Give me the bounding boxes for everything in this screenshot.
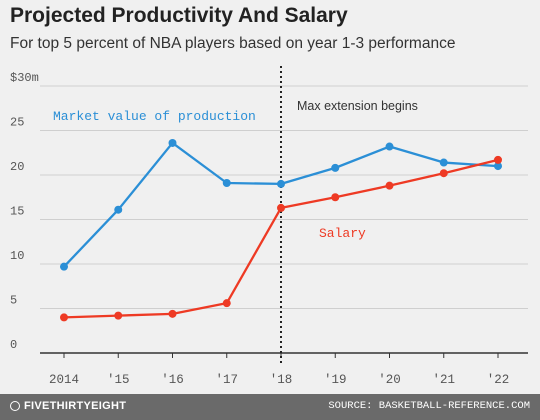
market-value-point — [331, 163, 340, 172]
y-tick-label: 10 — [10, 249, 24, 263]
salary-point — [331, 193, 340, 202]
market-value-point — [60, 262, 68, 271]
x-tick-label: 2014 — [49, 373, 79, 387]
x-tick-label: '17 — [215, 373, 238, 387]
footer-bar: FIVETHIRTYEIGHT SOURCE: BASKETBALL-REFER… — [0, 394, 540, 420]
source-note: SOURCE: BASKETBALL-REFERENCE.COM — [328, 400, 530, 412]
market-value-point — [385, 142, 394, 151]
salary-point — [60, 313, 68, 322]
x-tick-label: '21 — [432, 373, 455, 387]
x-axis-tick-labels: 2014 '15 '16 '17 '18 '19 '20 '21 '22 — [49, 373, 509, 387]
salary-point — [439, 169, 448, 178]
salary-point — [168, 309, 177, 318]
x-tick-label: '20 — [378, 373, 401, 387]
market-value-point — [114, 205, 123, 214]
line-chart: 0 5 10 15 20 25 $30m 2014 '15 '16 '17 '18 '19 '20 '21… — [10, 66, 528, 387]
chart-title: Projected Productivity And Salary — [10, 4, 348, 27]
market-value-point — [222, 179, 231, 188]
chart-subtitle: For top 5 percent of NBA players based o… — [10, 35, 456, 52]
brand-logo: FIVETHIRTYEIGHT — [10, 400, 126, 412]
grid-lines — [40, 85, 528, 358]
y-tick-label: 5 — [10, 294, 17, 308]
y-tick-label: 0 — [10, 338, 17, 352]
max-extension-annotation: Max extension begins — [297, 99, 418, 113]
x-tick-label: '16 — [161, 373, 184, 387]
y-tick-label: 15 — [10, 205, 24, 219]
y-tick-label: $30m — [10, 71, 39, 85]
salary-point — [222, 299, 231, 308]
salary-point — [494, 155, 502, 164]
x-tick-label: '18 — [270, 373, 293, 387]
series-label-salary: Salary — [319, 226, 366, 241]
market-value-point — [494, 162, 502, 171]
salary-point — [114, 311, 123, 320]
series-layer — [60, 138, 502, 322]
x-tick-label: '15 — [107, 373, 130, 387]
market-value-point — [439, 158, 448, 167]
salary-point — [277, 203, 285, 212]
market-value-point — [277, 179, 285, 188]
brand-logo-text: FIVETHIRTYEIGHT — [24, 400, 127, 412]
series-labels: Market value of production Salary — [53, 109, 366, 241]
market-value-point — [168, 138, 177, 147]
y-axis-tick-labels: 0 5 10 15 20 25 $30m — [10, 71, 39, 352]
series-label-market-value: Market value of production — [53, 109, 256, 124]
y-tick-label: 20 — [10, 160, 24, 174]
annotation-layer: Max extension begins — [280, 66, 418, 365]
x-tick-label: '22 — [487, 373, 510, 387]
x-tick-label: '19 — [324, 373, 347, 387]
fivethirtyeight-logo-icon — [10, 401, 20, 411]
salary-point — [385, 181, 394, 190]
y-tick-label: 25 — [10, 116, 24, 130]
